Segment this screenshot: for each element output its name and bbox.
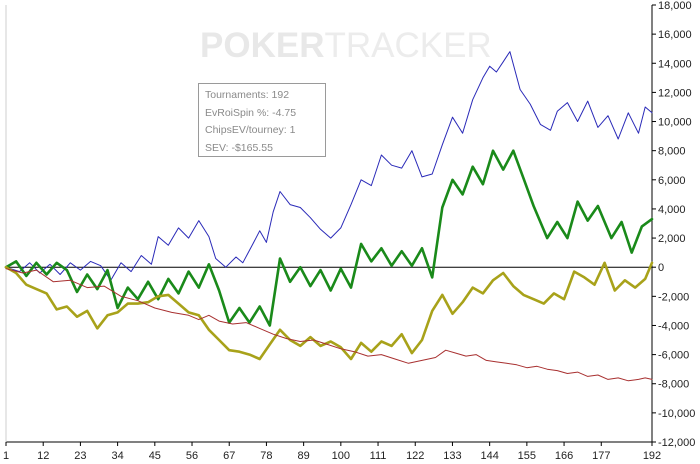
info-evroi: EvRoiSpin %: -4.75 <box>205 106 297 119</box>
y-tick-label: 12,000 <box>658 87 692 99</box>
olive-series-line <box>4 261 654 361</box>
y-tick-label: -10,000 <box>658 408 695 420</box>
green-series-line <box>4 149 654 327</box>
x-tick-label: 144 <box>480 450 498 462</box>
plot-frame <box>5 5 653 443</box>
info-chipsev: ChipsEV/tourney: 1 <box>205 124 296 136</box>
x-axis: 1 12 23 34 45 56 67 78 89 100 111 122 133 144 155 166 17… <box>3 442 661 462</box>
stats-info-box: Tournaments: 192 EvRoiSpin %: -4.75 Chip… <box>198 83 326 157</box>
watermark-part2: TRACKER <box>324 26 492 65</box>
x-tick-label: 122 <box>406 450 424 462</box>
y-tick-label: -8,000 <box>658 379 689 391</box>
y-axis: -12,000 -10,000 -8,000 -6,000 -4,000 -2,000 0 2… <box>652 0 695 449</box>
y-tick-label: -4,000 <box>658 320 689 332</box>
x-tick-label: 34 <box>111 450 123 462</box>
info-tournaments: Tournaments: 192 <box>205 89 290 101</box>
x-tick-label: 192 <box>643 450 661 462</box>
watermark-part1: POKER <box>200 26 325 65</box>
x-tick-label: 177 <box>592 450 610 462</box>
y-tick-label: 14,000 <box>658 58 692 70</box>
y-tick-label: 10,000 <box>658 117 692 129</box>
x-tick-label: 166 <box>555 450 573 462</box>
x-tick-label: 100 <box>332 450 350 462</box>
x-tick-label: 111 <box>370 450 387 462</box>
pokertracker-watermark: POKERTRACKER <box>200 26 492 66</box>
series-layer <box>4 51 654 382</box>
x-tick-label: 133 <box>443 450 461 462</box>
y-tick-label: -12,000 <box>658 437 695 449</box>
x-tick-label: 45 <box>149 450 161 462</box>
info-sev: SEV: -$165.55 <box>205 141 273 154</box>
x-tick-label: 56 <box>186 450 198 462</box>
y-tick-label: 4,000 <box>658 204 686 216</box>
y-tick-label: -6,000 <box>658 350 689 362</box>
x-tick-label: 89 <box>298 450 310 462</box>
y-tick-label: 6,000 <box>658 175 686 187</box>
x-tick-label: 1 <box>3 450 9 462</box>
red-series-line <box>5 268 653 382</box>
x-tick-label: 23 <box>74 450 86 462</box>
x-tick-label: 78 <box>260 450 272 462</box>
y-tick-label: 18,000 <box>658 0 692 12</box>
y-tick-label: 8,000 <box>658 146 686 158</box>
y-tick-label: 2,000 <box>658 233 686 245</box>
x-tick-label: 155 <box>518 450 536 462</box>
y-tick-label: -2,000 <box>658 291 689 303</box>
x-tick-label: 12 <box>37 450 49 462</box>
blue-series-line <box>5 51 653 281</box>
y-tick-label: 16,000 <box>658 29 692 41</box>
y-tick-label: 0 <box>658 262 664 274</box>
x-tick-label: 67 <box>223 450 235 462</box>
